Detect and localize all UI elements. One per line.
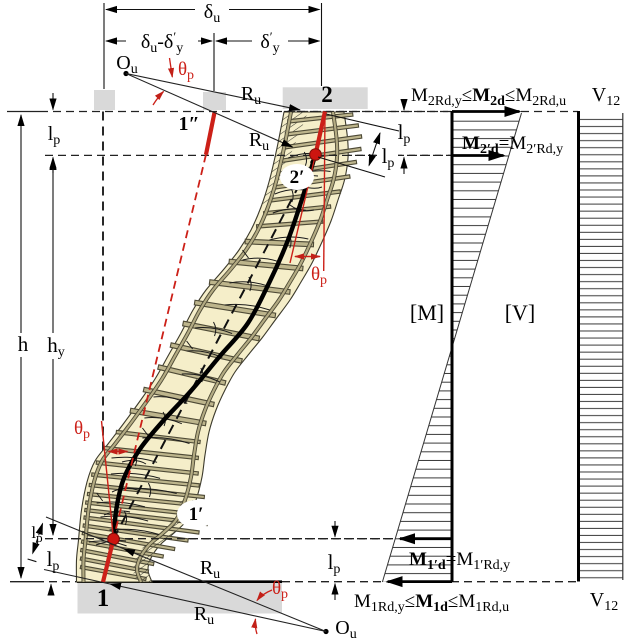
svg-text:[M]: [M]: [410, 300, 444, 325]
svg-text:h: h: [18, 332, 29, 356]
svg-text:1′: 1′: [189, 504, 204, 525]
svg-text:M1′d=M1′Rd,y: M1′d=M1′Rd,y: [409, 549, 510, 573]
svg-text:lp: lp: [31, 523, 42, 545]
svg-text:δu-δ′y: δu-δ′y: [141, 29, 183, 56]
svg-text:1: 1: [97, 585, 110, 612]
svg-text:M2′d=M2′Rd,y: M2′d=M2′Rd,y: [462, 133, 563, 157]
svg-text:V12: V12: [592, 84, 620, 109]
svg-text:1″: 1″: [178, 113, 199, 135]
svg-text:2: 2: [321, 82, 333, 107]
svg-text:2′: 2′: [290, 167, 305, 188]
svg-text:[V]: [V]: [505, 300, 536, 325]
